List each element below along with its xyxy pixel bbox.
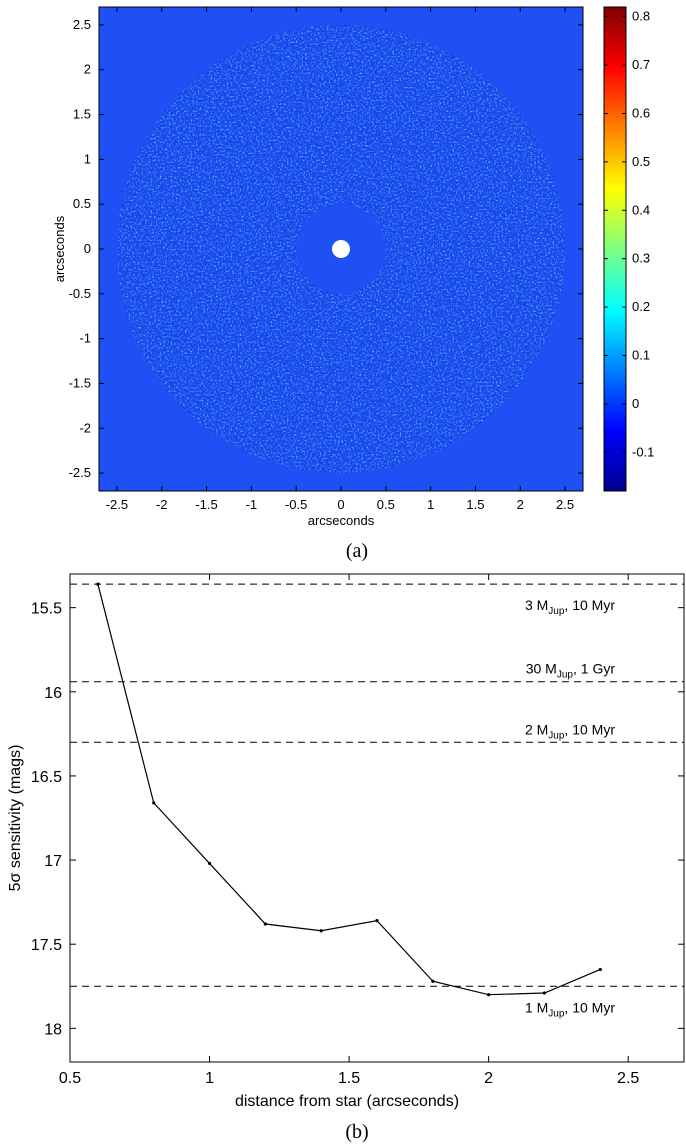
reference-mass-value: 30 [526, 661, 542, 677]
sensitivity-curve [97, 583, 601, 996]
mass-prefix: M [541, 661, 557, 677]
y-axis-label-a: arcseconds [52, 215, 67, 282]
y-tick-label-a: 2 [84, 62, 91, 77]
colorbar-tick-label: 0.2 [632, 299, 650, 314]
reference-age: 10 Myr [572, 597, 615, 613]
data-point [319, 929, 323, 933]
panel-b: 3 MJup, 10 Myr 30 MJup, 1 Gyr 2 MJup, 10 M… [7, 573, 685, 1143]
caption-b: (b) [345, 1121, 368, 1143]
colorbar-tick-label: 0 [632, 396, 639, 411]
x-tick-label-a: 1 [427, 497, 434, 512]
colorbar-tick-label: -0.1 [632, 444, 654, 459]
y-tick-label-a: -2 [79, 420, 91, 435]
x-tick-label-a: -2 [156, 497, 168, 512]
reference-mass-value: 3 [525, 597, 533, 613]
y-tick-label-b: 16.5 [31, 769, 62, 786]
plot-frame-b [69, 573, 685, 1063]
caption-a: (a) [346, 540, 368, 562]
panel-a: -2.5 -2 -1.5 -1 -0.5 0 0.5 1 1.5 2 2.5 2.5 2 1.5 1 0.5 0… [52, 6, 654, 562]
x-tick-label-b: 0.5 [59, 1070, 81, 1087]
data-point [431, 979, 435, 983]
reference-age: 10 Myr [572, 999, 615, 1015]
x-tick-label-a: -2.5 [106, 497, 128, 512]
colorbar-tick-label: 0.3 [632, 251, 650, 266]
x-tick-label-a: -0.5 [285, 497, 307, 512]
y-tick-label-b: 17.5 [31, 937, 62, 954]
data-point [263, 922, 267, 926]
x-tick-label-a: -1 [246, 497, 258, 512]
reference-line-label: 3 MJup, 10 Myr [525, 597, 615, 617]
reference-line-label: 2 MJup, 10 Myr [525, 721, 615, 741]
colorbar-tick-label: 0.5 [632, 154, 650, 169]
mass-subscript: Jup [548, 606, 565, 617]
colorbar-tick-label: 0.4 [632, 202, 650, 217]
data-point [598, 967, 602, 972]
y-tick-label-a: -0.5 [69, 286, 91, 301]
colorbar-tick-label: 0.1 [632, 347, 650, 362]
y-tick-label-a: -1 [79, 331, 91, 346]
x-tick-label-a: -1.5 [195, 497, 217, 512]
x-tick-label-a: 2 [517, 497, 524, 512]
x-tick-label-a: 0 [337, 497, 344, 512]
data-point [375, 919, 379, 923]
y-tick-label-a: 1 [84, 151, 91, 166]
y-tick-label-a: 0.5 [73, 196, 91, 211]
y-tick-label-a: -2.5 [69, 465, 91, 480]
data-point [152, 801, 156, 805]
x-tick-label-b: 2.5 [617, 1070, 639, 1087]
colorbar-tick-label: 0.8 [632, 9, 650, 24]
mass-subscript: Jup [548, 730, 565, 741]
y-tick-label-b: 15.5 [31, 601, 62, 618]
y-tick-label-b: 16 [44, 685, 62, 702]
reference-mass-value: 1 [525, 999, 533, 1015]
x-tick-label-b: 1 [205, 1070, 214, 1087]
y-tick-label-a: 1.5 [73, 107, 91, 122]
data-point [207, 861, 212, 866]
x-axis-label-b: distance from star (arcseconds) [235, 1093, 459, 1110]
data-point [487, 993, 491, 997]
reference-age: 10 Myr [572, 721, 615, 737]
y-tick-label-a: 2.5 [73, 17, 91, 32]
star-position-marker [332, 240, 350, 258]
reference-mass-value: 2 [525, 721, 533, 737]
y-tick-label-b: 17 [44, 853, 62, 870]
x-tick-label-b: 1.5 [338, 1070, 360, 1087]
reference-line-label: 30 MJup, 1 Gyr [526, 661, 616, 681]
y-tick-label-b: 18 [44, 1021, 62, 1038]
colorbar [603, 6, 627, 492]
mass-subscript: Jup [548, 1008, 565, 1019]
reference-age: 1 Gyr [581, 661, 616, 677]
y-axis-label-b: 5σ sensitivity (mags) [7, 745, 24, 892]
data-point [96, 582, 100, 586]
colorbar-tick-label: 0.7 [632, 57, 650, 72]
reference-line-label: 1 MJup, 10 Myr [525, 999, 615, 1019]
x-axis-label-a: arcseconds [308, 513, 375, 528]
mass-prefix: M [533, 721, 549, 737]
x-tick-label-a: 1.5 [466, 497, 484, 512]
y-tick-label-a: 0 [84, 241, 91, 256]
x-tick-label-a: 2.5 [556, 497, 574, 512]
data-point [542, 991, 547, 995]
colorbar-tick-label: 0.6 [632, 105, 650, 120]
mass-subscript: Jup [557, 670, 574, 681]
x-tick-label-a: 0.5 [377, 497, 395, 512]
mass-prefix: M [533, 597, 549, 613]
y-tick-label-a: -1.5 [69, 375, 91, 390]
x-tick-label-b: 2 [484, 1070, 493, 1087]
mass-prefix: M [533, 999, 549, 1015]
